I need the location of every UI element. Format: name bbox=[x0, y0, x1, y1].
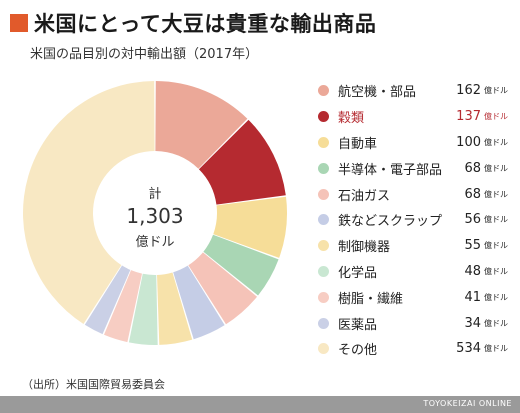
legend-swatch bbox=[318, 85, 329, 97]
legend-swatch bbox=[318, 162, 329, 174]
center-total-unit: 億ドル bbox=[135, 235, 175, 250]
legend-value: 56 bbox=[464, 212, 481, 228]
legend-value: 162 bbox=[456, 83, 481, 99]
legend-label: その他 bbox=[338, 343, 378, 359]
donut-slice-8 bbox=[128, 273, 158, 345]
chart-title: 米国にとって大豆は貴重な輸出商品 bbox=[34, 12, 377, 36]
donut-slice-11 bbox=[23, 81, 155, 324]
donut-slice-3 bbox=[213, 196, 287, 258]
donut-slice-1 bbox=[155, 81, 248, 169]
legend-value: 34 bbox=[464, 315, 481, 331]
legend-label: 半導体・電子部品 bbox=[338, 162, 443, 178]
legend-value: 137 bbox=[456, 109, 481, 125]
legend-swatch bbox=[318, 188, 329, 200]
donut-slice-6 bbox=[173, 265, 225, 340]
legend-item: 石油ガス 68 億ドル bbox=[318, 181, 510, 207]
legend-value: 68 bbox=[464, 186, 481, 202]
center-total-value: 1,303 bbox=[126, 204, 184, 228]
title-row: 米国にとって大豆は貴重な輸出商品 bbox=[10, 8, 376, 38]
legend-label: 航空機・部品 bbox=[338, 85, 417, 101]
center-total-caption: 計 bbox=[148, 187, 162, 202]
legend-value: 68 bbox=[464, 160, 481, 176]
legend-item: 化学品 48 億ドル bbox=[318, 259, 510, 285]
legend-label: 鉄などスクラップ bbox=[338, 214, 443, 230]
publisher-credit: TOYOKEIZAI ONLINE bbox=[423, 399, 512, 408]
legend-unit: 億ドル bbox=[484, 112, 508, 122]
legend-label: 石油ガス bbox=[338, 188, 391, 204]
legend-item: 航空機・部品 162 億ドル bbox=[318, 78, 510, 104]
legend-unit: 億ドル bbox=[484, 344, 508, 354]
legend-swatch bbox=[318, 240, 329, 252]
legend-swatch bbox=[318, 343, 329, 355]
legend-unit: 億ドル bbox=[484, 266, 508, 276]
legend-unit: 億ドル bbox=[484, 241, 508, 251]
legend-unit: 億ドル bbox=[484, 137, 508, 147]
legend-label: 制御機器 bbox=[338, 240, 391, 256]
legend-item: その他 534 億ドル bbox=[318, 336, 510, 362]
legend-item: 制御機器 55 億ドル bbox=[318, 233, 510, 259]
donut-slice-4 bbox=[203, 234, 279, 296]
legend-swatch bbox=[318, 111, 329, 123]
legend-unit: 億ドル bbox=[484, 318, 508, 328]
legend-label: 医薬品 bbox=[338, 317, 378, 333]
legend-swatch bbox=[318, 291, 329, 303]
legend-value: 55 bbox=[464, 238, 481, 254]
legend-item: 鉄などスクラップ 56 億ドル bbox=[318, 207, 510, 233]
legend-label: 樹脂・繊維 bbox=[338, 291, 404, 307]
legend-value: 48 bbox=[464, 263, 481, 279]
chart-subtitle: 米国の品目別の対中輸出額（2017年） bbox=[30, 47, 259, 62]
legend-value: 41 bbox=[464, 289, 481, 305]
legend-item: 穀類 137 億ドル bbox=[318, 104, 510, 130]
legend-item: 自動車 100 億ドル bbox=[318, 130, 510, 156]
legend-value: 534 bbox=[456, 341, 481, 357]
legend-unit: 億ドル bbox=[484, 86, 508, 96]
legend-unit: 億ドル bbox=[484, 292, 508, 302]
donut-slice-9 bbox=[104, 270, 143, 343]
title-accent-square bbox=[10, 14, 28, 32]
legend-swatch bbox=[318, 136, 329, 148]
donut-slice-7 bbox=[157, 272, 193, 345]
chart-legend: 航空機・部品 162 億ドル 穀類 137 億ドル 自動車 100 億ドル 半導体・電子部品 68 億… bbox=[318, 78, 510, 362]
legend-swatch bbox=[318, 265, 329, 277]
legend-swatch bbox=[318, 214, 329, 226]
legend-item: 医薬品 34 億ドル bbox=[318, 310, 510, 336]
legend-label: 化学品 bbox=[338, 265, 378, 281]
legend-label: 自動車 bbox=[338, 136, 378, 152]
legend-swatch bbox=[318, 317, 329, 329]
legend-value: 100 bbox=[456, 134, 481, 150]
legend-item: 半導体・電子部品 68 億ドル bbox=[318, 155, 510, 181]
legend-unit: 億ドル bbox=[484, 189, 508, 199]
legend-unit: 億ドル bbox=[484, 215, 508, 225]
legend-item: 樹脂・繊維 41 億ドル bbox=[318, 284, 510, 310]
footer-bar: TOYOKEIZAI ONLINE bbox=[0, 396, 520, 413]
donut-slice-2 bbox=[198, 119, 286, 205]
legend-label: 穀類 bbox=[338, 111, 365, 127]
legend-unit: 億ドル bbox=[484, 163, 508, 173]
donut-slice-5 bbox=[188, 252, 258, 325]
source-note: （出所）米国国際貿易委員会 bbox=[22, 378, 165, 391]
donut-slice-10 bbox=[84, 265, 131, 335]
